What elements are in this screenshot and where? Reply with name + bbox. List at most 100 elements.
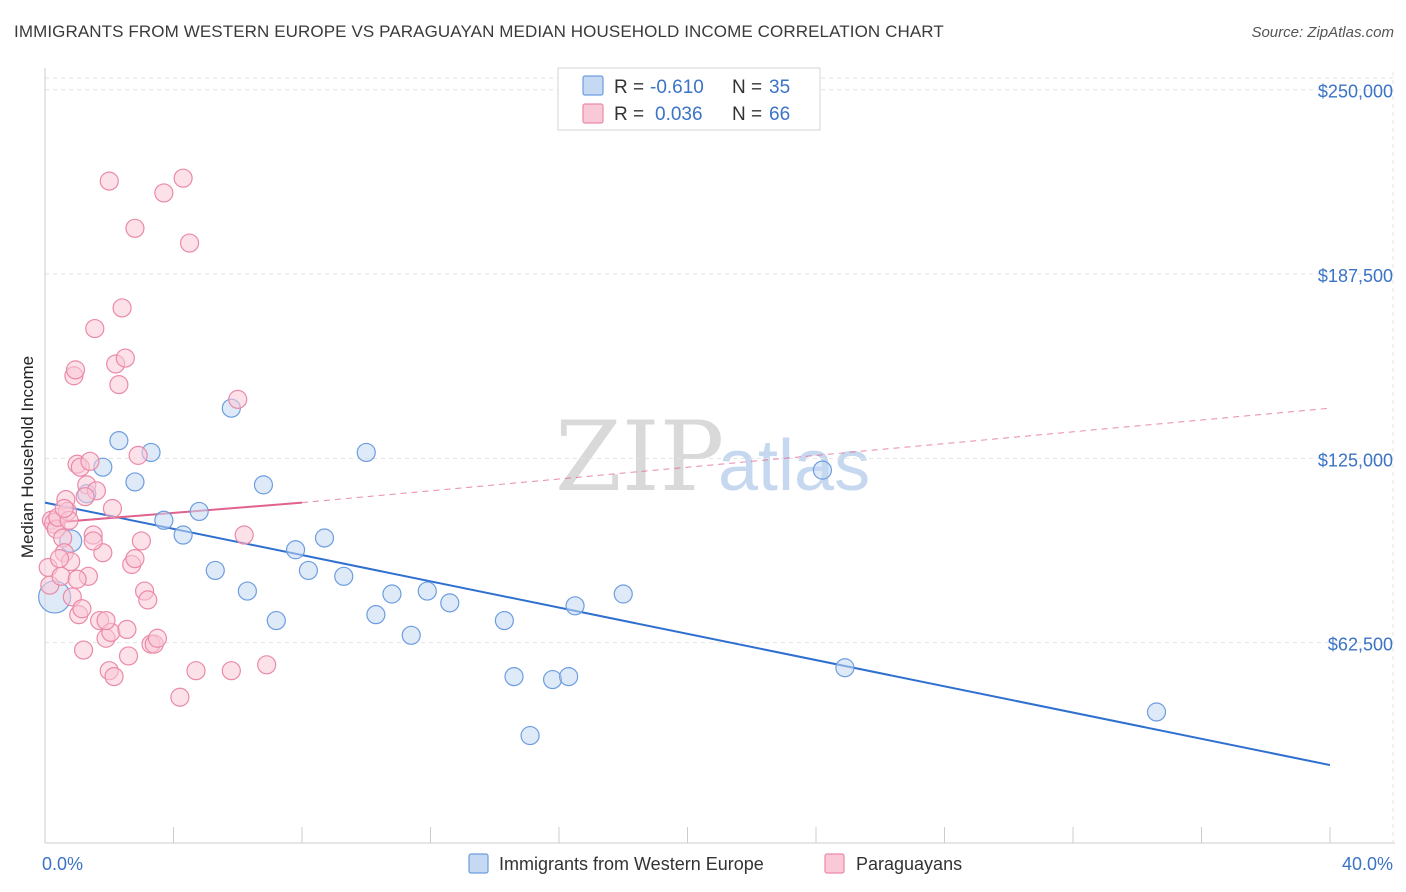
legend-n-value-blue: 35 [769,77,790,98]
y-tick-label: $125,000 [1318,450,1393,470]
y-tick-label: $250,000 [1318,82,1393,102]
point-paraguayans [73,640,94,660]
point-paraguayans [96,610,116,631]
point-paraguayans [115,348,135,368]
trend-lines [44,407,1331,767]
point-paraguayans [72,599,92,619]
point-western-europe [382,584,402,604]
point-paraguayans [80,451,100,471]
y-tick-labels: $62,500 $125,000 $187,500 $250,000 [1318,82,1393,655]
point-paraguayans [99,171,119,191]
point-paraguayans [67,569,87,589]
point-western-europe [253,475,274,495]
point-western-europe [266,610,286,631]
point-paraguayans [118,646,139,666]
point-paraguayans [125,218,145,238]
legend-r-value-blue: -0.610 [650,77,704,98]
series-legend-swatch-blue [468,853,489,874]
point-western-europe [520,725,540,746]
watermark: ZIP atlas [555,401,870,513]
y-tick-label: $62,500 [1328,635,1393,655]
point-paraguayans [170,687,190,707]
chart-title: IMMIGRANTS FROM WESTERN EUROPE VS PARAGU… [14,22,944,41]
correlation-legend: R = -0.610 N = 35 R = 0.036 N = 66 [557,67,821,131]
point-paraguayans [221,661,241,681]
point-western-europe [173,525,193,545]
point-paraguayans [65,360,86,380]
point-paraguayans [109,375,129,395]
axes [44,68,1395,844]
point-western-europe [356,442,376,463]
point-western-europe [314,528,335,548]
point-western-europe [504,666,524,687]
legend-n-label-pink: N = [732,104,762,125]
point-paraguayans [83,531,103,551]
data-points [38,168,1167,746]
point-paraguayans [186,661,206,681]
x-tick-label: 0.0% [42,854,83,874]
point-paraguayans [147,628,168,648]
x-tick-labels: 0.0% 40.0% [42,854,1393,874]
point-western-europe [440,593,460,613]
trend-line-paraguayans [44,501,303,525]
point-western-europe [812,460,833,480]
watermark-atlas-text: atlas [718,426,870,506]
point-western-europe [189,501,209,522]
point-paraguayans [154,183,174,203]
point-western-europe [205,560,225,581]
point-western-europe [494,610,514,631]
point-paraguayans [179,233,200,253]
point-paraguayans [85,318,105,339]
point-western-europe [366,605,386,625]
series-legend-label-pink: Paraguayans [856,854,962,874]
point-western-europe [237,581,257,601]
source-label: Source: ZipAtlas.com [1251,24,1394,41]
point-western-europe [109,431,129,451]
point-paraguayans [125,549,145,569]
point-western-europe [417,581,437,601]
series-legend-label-blue: Immigrants from Western Europe [499,854,764,874]
gridlines [45,77,1395,644]
watermark-zip-text: ZIP [555,401,724,513]
series-legend-swatch-pink [824,853,845,874]
legend-r-label-blue: R = [614,77,644,98]
y-axis-title: Median Household Income [18,356,37,558]
legend-r-label-pink: R = [614,104,644,125]
legend-n-label-blue: N = [732,77,762,98]
point-paraguayans [112,298,132,318]
point-paraguayans [104,666,124,687]
x-tick-label: 40.0% [1342,854,1393,874]
point-paraguayans [117,619,137,640]
point-western-europe [125,472,145,492]
legend-swatch-blue [582,75,604,96]
series-legend: Immigrants from Western Europe Paraguaya… [468,853,962,874]
point-paraguayans [138,590,158,610]
point-paraguayans [131,531,151,551]
point-western-europe [334,566,354,586]
point-paraguayans [228,389,248,409]
legend-swatch-pink [582,103,604,124]
point-western-europe [613,584,633,604]
point-western-europe [565,596,585,616]
point-western-europe [835,658,855,678]
point-western-europe [559,666,579,687]
point-paraguayans [257,655,277,675]
point-western-europe [298,560,319,581]
point-western-europe [542,669,563,690]
legend-r-value-pink: 0.036 [655,104,703,125]
point-paraguayans [173,168,193,188]
point-western-europe [1146,702,1167,722]
point-western-europe [154,510,174,530]
point-western-europe [285,540,306,560]
point-western-europe [401,625,421,645]
legend-n-value-pink: 66 [769,104,790,125]
point-paraguayans [234,525,254,545]
point-paraguayans [102,498,123,519]
point-paraguayans [49,549,70,569]
point-paraguayans [75,487,95,507]
trend-line-western-europe [44,501,1331,767]
point-paraguayans [128,445,148,465]
point-paraguayans [54,498,74,519]
trend-line-paraguayans-extrapolated [301,407,1331,504]
